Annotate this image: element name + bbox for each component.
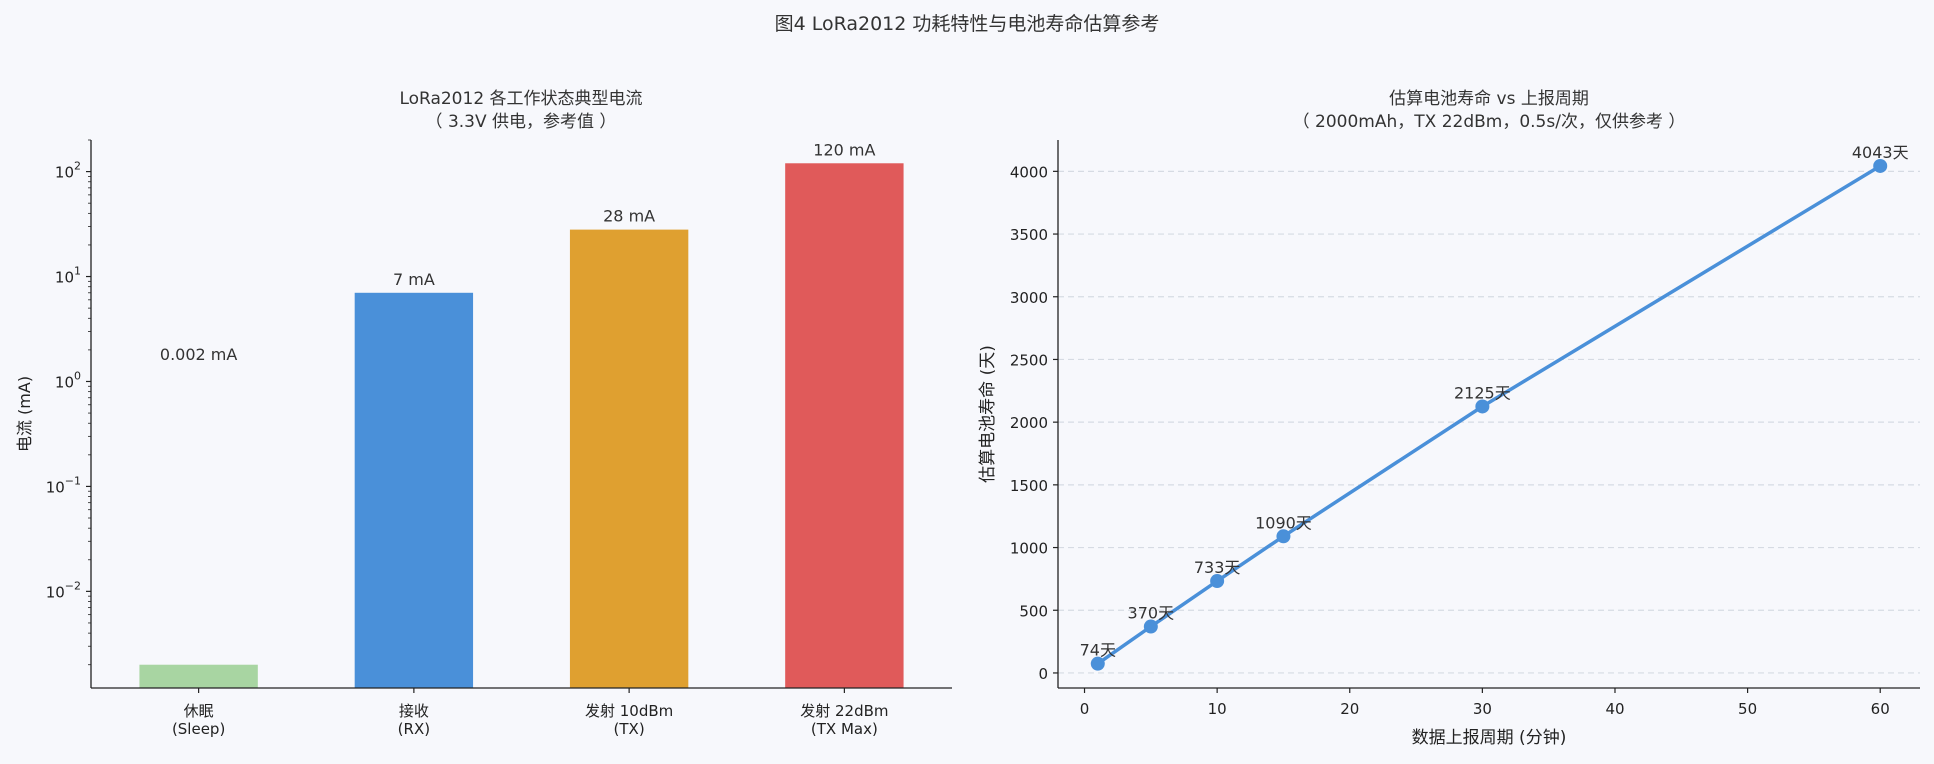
data-point — [1143, 619, 1158, 634]
data-point — [1475, 399, 1490, 414]
x-tick-label: 10 — [1208, 700, 1227, 718]
left-chart-title-line2: （ 3.3V 供电，参考值 ） — [426, 112, 617, 132]
x-tick-label: 50 — [1738, 700, 1757, 718]
data-point — [1210, 574, 1225, 589]
y-tick-label: 1500 — [1010, 477, 1048, 495]
figure-title: 图4 LoRa2012 功耗特性与电池寿命估算参考 — [775, 13, 1160, 35]
bar — [785, 163, 904, 688]
y-tick-label: 4000 — [1010, 163, 1048, 181]
bar — [354, 292, 474, 688]
x-tick-label: 20 — [1340, 700, 1359, 718]
right-x-axis-label: 数据上报周期 (分钟) — [1412, 728, 1567, 748]
data-point — [1873, 158, 1888, 173]
bar-value-label: 7 mA — [393, 270, 435, 289]
y-tick-label: 10−2 — [46, 579, 81, 601]
left-y-axis-label: 电流 (mA) — [15, 376, 34, 452]
point-value-label: 2125天 — [1454, 383, 1511, 402]
x-tick-label: 60 — [1871, 700, 1890, 718]
y-tick-label: 1000 — [1010, 540, 1048, 558]
current-bar-chart: LoRa2012 各工作状态典型电流 （ 3.3V 供电，参考值 ） 0.002… — [15, 89, 952, 738]
left-chart-title-line1: LoRa2012 各工作状态典型电流 — [399, 89, 642, 109]
bar-value-label: 0.002 mA — [160, 345, 237, 364]
x-tick-label: 接收(RX) — [398, 702, 430, 738]
point-value-label: 733天 — [1194, 558, 1241, 577]
y-tick-label: 3500 — [1010, 226, 1048, 244]
y-tick-label: 3000 — [1010, 289, 1048, 307]
point-value-label: 370天 — [1128, 604, 1175, 623]
x-tick-label: 发射 10dBm (TX) — [585, 702, 673, 738]
y-tick-label: 500 — [1019, 602, 1048, 620]
right-chart-title-line2: （ 2000mAh，TX 22dBm，0.5s/次，仅供参考 ） — [1293, 112, 1686, 132]
y-tick-label: 2000 — [1010, 414, 1048, 432]
data-point — [1090, 656, 1105, 671]
x-tick-label: 30 — [1473, 700, 1492, 718]
bar-value-label: 28 mA — [603, 207, 655, 226]
y-tick-label: 100 — [55, 369, 81, 391]
point-value-label: 1090天 — [1255, 513, 1312, 532]
y-tick-label: 101 — [55, 265, 81, 287]
bar-value-label: 120 mA — [813, 140, 875, 159]
point-value-label: 74天 — [1080, 641, 1116, 660]
series-line — [1096, 164, 1882, 666]
point-value-label: 4043天 — [1852, 143, 1909, 162]
bar — [569, 229, 689, 688]
x-tick-label: 0 — [1080, 700, 1090, 718]
y-tick-label: 102 — [55, 160, 81, 182]
right-chart-title-line1: 估算电池寿命 vs 上报周期 — [1389, 89, 1589, 109]
x-tick-label: 休眠(Sleep) — [172, 702, 225, 738]
y-tick-label: 0 — [1038, 665, 1048, 683]
x-tick-label: 40 — [1605, 700, 1624, 718]
y-tick-label: 2500 — [1010, 351, 1048, 369]
x-tick-label: 发射 22dBm (TX Max) — [800, 702, 888, 738]
bar — [139, 664, 258, 688]
y-tick-label: 10−1 — [46, 474, 81, 496]
battery-life-line-chart: 估算电池寿命 vs 上报周期 （ 2000mAh，TX 22dBm，0.5s/次… — [978, 89, 1920, 748]
data-point — [1276, 529, 1291, 544]
right-y-axis-label: 估算电池寿命 (天) — [978, 345, 998, 483]
